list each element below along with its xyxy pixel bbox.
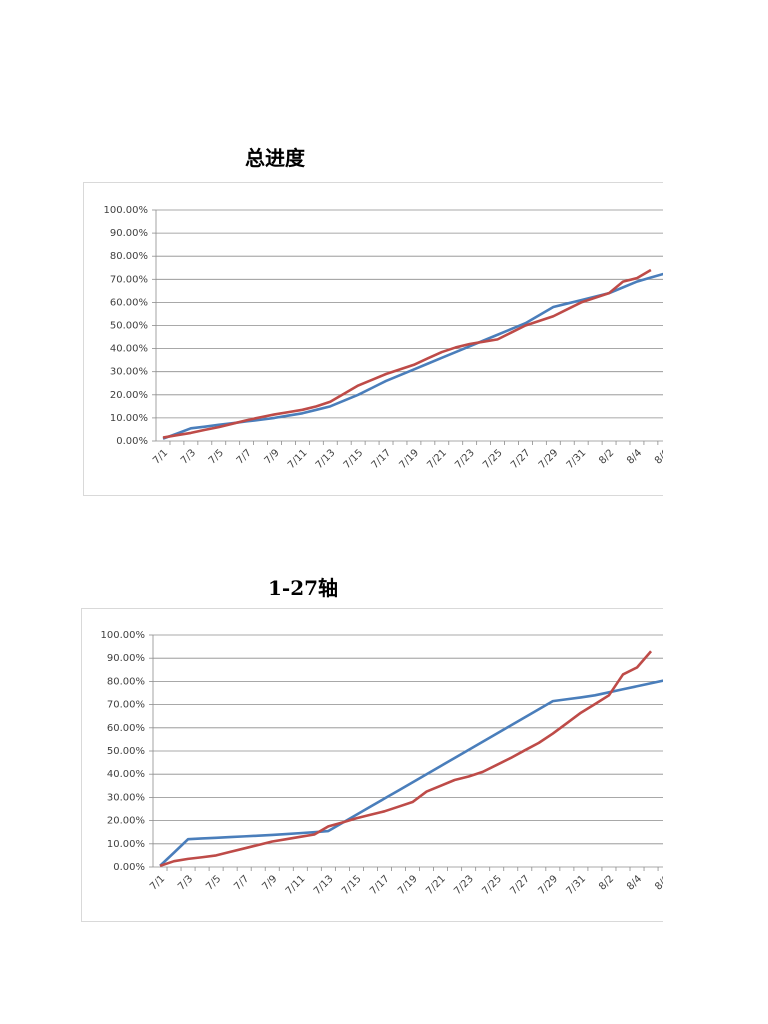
y-tick-label: 100.00%: [101, 630, 146, 641]
x-tick-label: 8/6: [653, 873, 663, 892]
y-tick-label: 80.00%: [110, 251, 148, 262]
chart: 0.00% 10.00% 20.00% 30.00% 40.00% 50.00% 60.00…: [104, 205, 663, 471]
x-tick-label: 7/19: [396, 873, 420, 897]
x-tick-label: 7/27: [509, 447, 533, 471]
y-tick-label: 70.00%: [107, 700, 145, 711]
x-tick-label: 8/2: [597, 873, 616, 892]
y-tick-label: 10.00%: [107, 839, 145, 850]
x-tick-label: 7/7: [235, 447, 254, 466]
x-tick-label: 7/23: [453, 447, 477, 471]
x-tick-label: 7/5: [207, 447, 226, 466]
y-tick-label: 90.00%: [110, 228, 148, 239]
x-tick-label: 7/3: [179, 447, 198, 466]
x-tick-label: 8/4: [625, 447, 644, 466]
series-line: [159, 650, 653, 868]
chart-title: 总进度: [245, 146, 305, 170]
y-tick-label: 60.00%: [107, 723, 145, 734]
y-tick-label: 50.00%: [110, 321, 148, 332]
x-tick-label: 7/3: [176, 873, 195, 892]
x-tick-label: 7/17: [368, 873, 392, 897]
y-tick-label: 0.00%: [113, 862, 145, 873]
x-tick-label: 8/4: [625, 873, 644, 892]
x-tick-label: 7/13: [314, 447, 338, 471]
x-tick-label: 7/5: [204, 873, 223, 892]
y-tick-label: 20.00%: [107, 816, 145, 827]
series-line: [162, 268, 652, 439]
series-line: [159, 679, 663, 867]
x-tick-label: 7/11: [286, 447, 310, 471]
series-line: [162, 272, 663, 440]
y-tick-label: 90.00%: [107, 653, 145, 664]
x-tick-label: 7/21: [424, 873, 448, 897]
x-tick-label: 7/23: [452, 873, 476, 897]
x-tick-label: 7/9: [263, 447, 282, 466]
x-tick-label: 7/19: [397, 447, 421, 471]
x-tick-label: 7/15: [340, 873, 364, 897]
y-tick-label: 40.00%: [107, 769, 145, 780]
y-tick-label: 30.00%: [110, 367, 148, 378]
y-tick-label: 60.00%: [110, 297, 148, 308]
x-tick-label: 7/9: [260, 873, 279, 892]
x-tick-label: 7/29: [536, 873, 560, 897]
x-tick-label: 7/13: [312, 873, 336, 897]
y-tick-label: 100.00%: [104, 205, 149, 216]
x-tick-label: 7/17: [370, 447, 394, 471]
x-tick-label: 7/7: [232, 873, 251, 892]
x-tick-label: 7/25: [480, 873, 504, 897]
x-tick-label: 7/1: [151, 447, 170, 466]
x-tick-label: 7/31: [564, 873, 588, 897]
chart-panel: 0.00% 10.00% 20.00% 30.00% 40.00% 50.00% 60.00…: [83, 182, 663, 496]
y-tick-label: 80.00%: [107, 676, 145, 687]
x-tick-label: 7/11: [284, 873, 308, 897]
y-tick-label: 0.00%: [116, 436, 148, 447]
y-tick-label: 40.00%: [110, 344, 148, 355]
x-tick-label: 8/6: [653, 447, 663, 466]
x-tick-label: 8/2: [597, 447, 616, 466]
y-tick-label: 30.00%: [107, 792, 145, 803]
x-tick-label: 7/27: [508, 873, 532, 897]
y-tick-label: 70.00%: [110, 274, 148, 285]
x-tick-label: 7/15: [342, 447, 366, 471]
y-tick-label: 20.00%: [110, 390, 148, 401]
chart-title: 1-27轴: [268, 576, 339, 600]
x-tick-label: 7/1: [148, 873, 167, 892]
x-tick-label: 7/21: [425, 447, 449, 471]
y-tick-label: 10.00%: [110, 413, 148, 424]
chart: 0.00% 10.00% 20.00% 30.00% 40.00% 50.00% 60.00…: [101, 630, 663, 897]
x-tick-label: 7/29: [537, 447, 561, 471]
chart-panel: 0.00% 10.00% 20.00% 30.00% 40.00% 50.00% 60.00…: [81, 608, 663, 922]
y-tick-label: 50.00%: [107, 746, 145, 757]
x-tick-label: 7/25: [481, 447, 505, 471]
x-tick-label: 7/31: [565, 447, 589, 471]
